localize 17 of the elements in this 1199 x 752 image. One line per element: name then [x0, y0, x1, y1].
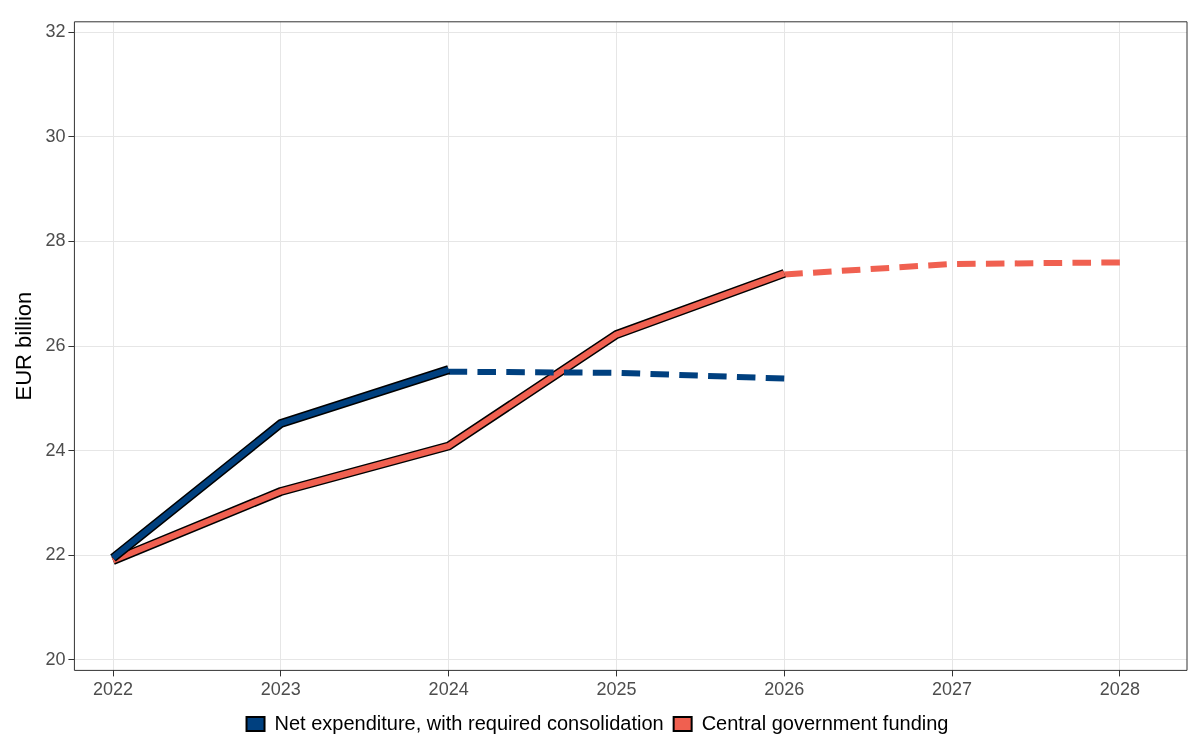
x-tick-label: 2022 — [92, 679, 134, 700]
y-tick-label: 20 — [45, 648, 66, 669]
legend-label: Central government funding — [701, 711, 949, 734]
x-tick-label: 2028 — [1099, 679, 1140, 700]
x-tick-label: 2025 — [596, 679, 637, 700]
y-tick-label: 28 — [45, 230, 66, 251]
y-tick-label: 24 — [45, 439, 66, 460]
x-tick-label: 2027 — [932, 679, 973, 700]
y-tick-label: 26 — [45, 335, 66, 356]
y-tick-label: 22 — [45, 544, 66, 565]
x-tick-label: 2023 — [260, 679, 301, 700]
x-tick-label: 2024 — [428, 679, 469, 700]
legend-label: Net expenditure, with required consolidation — [274, 711, 664, 734]
y-axis-title: EUR billion — [11, 291, 37, 401]
x-tick-label: 2026 — [764, 679, 805, 700]
y-tick-label: 32 — [45, 21, 66, 42]
y-tick-label: 30 — [45, 125, 66, 146]
